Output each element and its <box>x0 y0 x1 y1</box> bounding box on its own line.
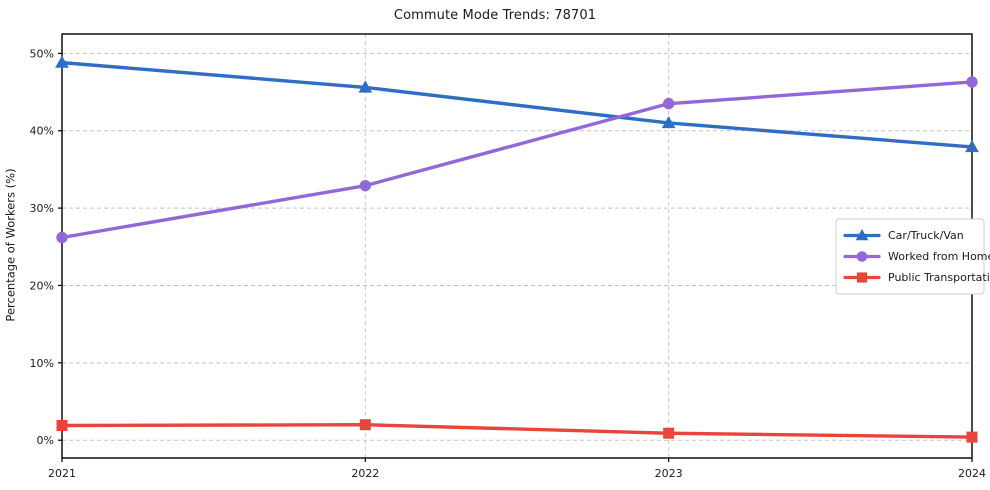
y-tick-label-30%: 30% <box>30 202 54 215</box>
series-line <box>60 60 974 149</box>
data-point-2024 <box>965 139 979 153</box>
legend-label: Public Transportation <box>888 271 990 284</box>
y-tick-label-10%: 10% <box>30 357 54 370</box>
series-line <box>60 80 974 240</box>
y-tick-label-20%: 20% <box>30 279 54 292</box>
series-car-truck-van <box>55 55 979 153</box>
x-tick-label-2023: 2023 <box>655 467 683 480</box>
series-line <box>60 423 974 439</box>
x-axis-ticks: 2021 2022 2023 2024 <box>48 458 986 480</box>
y-tick-label-50%: 50% <box>30 47 54 60</box>
data-point-2023 <box>662 97 675 110</box>
series-worked-from-home <box>56 76 978 244</box>
legend-marker-triangle-icon <box>855 228 869 241</box>
legend-label: Car/Truck/Van <box>888 229 964 242</box>
data-point-2021 <box>55 55 69 68</box>
y-tick-label-0%: 0% <box>37 434 54 447</box>
legend-box <box>835 218 985 295</box>
legend-item-car-truck-van[interactable]: Car/Truck/Van <box>843 228 964 242</box>
data-point-2024 <box>966 431 978 443</box>
data-point-2023 <box>663 427 675 439</box>
legend-marker-square-icon <box>856 272 868 283</box>
x-tick-label-2021: 2021 <box>48 467 76 480</box>
legend-label: Worked from Home <box>888 250 990 263</box>
data-point-2022 <box>358 80 373 93</box>
legend-marker-circle-icon <box>856 251 868 262</box>
x-tick-label-2024: 2024 <box>958 467 986 480</box>
data-point-2022 <box>359 179 372 192</box>
x-tick-label-2022: 2022 <box>351 467 379 480</box>
data-point-2023 <box>661 115 676 129</box>
grid-layer <box>62 52 972 441</box>
data-point-2021 <box>56 231 68 244</box>
data-point-2022 <box>359 419 371 431</box>
data-series-layer <box>55 55 979 443</box>
legend-item-public-transportation[interactable]: Public Transportation <box>843 271 990 284</box>
chart-legend: Car/Truck/Van Worked from Home Public Tran… <box>835 218 990 295</box>
y-axis-ticks: 0% 10% 20% 30% 40% 50% <box>30 47 62 447</box>
chart-title: Commute Mode Trends: 78701 <box>393 8 597 23</box>
data-point-2024 <box>966 76 978 88</box>
y-tick-label-40%: 40% <box>30 125 54 138</box>
data-point-2021 <box>56 420 68 432</box>
legend-item-worked-from-home[interactable]: Worked from Home <box>843 250 990 263</box>
series-public-transportation <box>56 419 978 443</box>
